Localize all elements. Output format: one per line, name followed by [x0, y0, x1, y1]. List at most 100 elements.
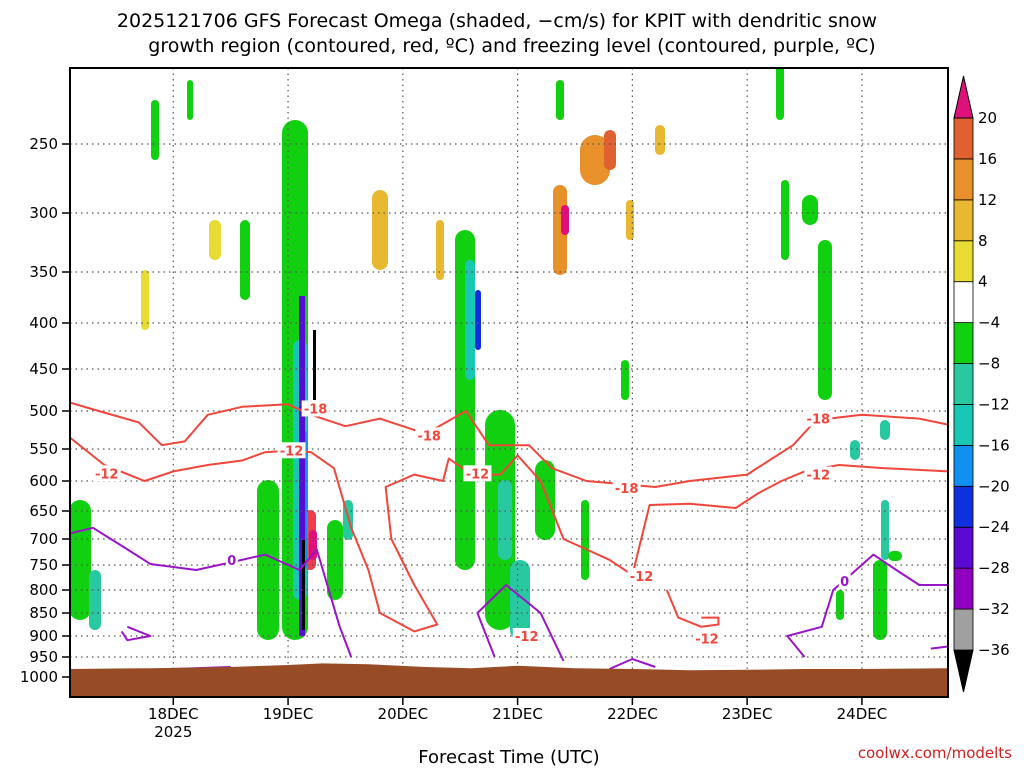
colorbar-segment: [953, 322, 974, 364]
contour-label-bg: [277, 442, 306, 459]
colorbar-extend-low: [953, 649, 974, 693]
omega-blob: [776, 68, 784, 120]
colorbar-label: −4: [978, 314, 1000, 332]
contour-label: -12: [807, 469, 831, 484]
omega-blob: [665, 70, 695, 100]
colorbar-label: 8: [978, 232, 988, 250]
colorbar-segment: [953, 608, 974, 651]
colorbar-segment: [953, 199, 974, 242]
omega-blob: [934, 70, 946, 110]
y-tick-label: 400: [29, 314, 58, 332]
omega-blob: [475, 290, 481, 350]
omega-blob: [141, 270, 149, 330]
omega-blob: [680, 180, 700, 340]
plot-frame: [69, 67, 949, 698]
chart-title-line-1: 2025121706 GFS Forecast Omega (shaded, −…: [117, 10, 877, 32]
y-tick-label: 300: [29, 204, 58, 222]
colorbar-segment: [953, 567, 974, 610]
omega-blob: [465, 260, 475, 380]
contour-label-bg: [512, 628, 541, 644]
omega-blob: [510, 560, 530, 640]
y-tick-label: 650: [29, 502, 58, 520]
y-tick-label: 450: [29, 360, 58, 378]
omega-blob: [928, 210, 942, 430]
omega-blob: [189, 90, 201, 250]
contour-label: -18: [615, 482, 639, 497]
credit-text: coolwx.com/modelts: [858, 744, 1012, 762]
contour-label-bg: [463, 465, 492, 482]
colorbar-segment: [953, 485, 974, 528]
colorbar-label: −16: [978, 436, 1010, 454]
omega-blob: [604, 130, 616, 170]
omega-blob: [187, 80, 193, 120]
y-tick-label: 800: [29, 581, 58, 599]
colorbar-segment: [953, 444, 974, 487]
y-tick-label: 350: [29, 263, 58, 281]
omega-blob: [621, 360, 629, 400]
colorbar-segment: [953, 281, 974, 324]
omega-blob: [561, 205, 569, 235]
colorbar-label: −32: [978, 600, 1010, 618]
omega-blob: [133, 140, 147, 520]
contour-label: -12: [280, 444, 304, 459]
colorbar-label: −12: [978, 395, 1010, 413]
y-tick-label: 250: [29, 135, 58, 153]
y-tick-label: 700: [29, 530, 58, 548]
contour-label-bg: [225, 551, 238, 568]
omega-blob: [323, 160, 337, 240]
y-tick-label: 600: [29, 472, 58, 490]
omega-blob: [405, 360, 435, 480]
omega-blob: [626, 200, 634, 240]
x-tick-sublabel: 2025: [154, 723, 192, 741]
omega-blob: [870, 70, 880, 230]
omega-blob: [850, 440, 860, 460]
terrain-surface: [70, 663, 948, 697]
omega-blob: [151, 100, 159, 160]
colorbar-label: −20: [978, 477, 1010, 495]
omega-blob: [655, 125, 665, 155]
omega-blob: [581, 500, 589, 580]
contour-label-bg: [838, 573, 851, 589]
omega-blob: [89, 570, 101, 630]
contour-label: 0: [227, 554, 236, 569]
contour-label: -12: [630, 570, 654, 585]
y-tick-label: 950: [29, 648, 58, 666]
omega-blob: [323, 310, 337, 490]
omega-blob: [836, 590, 844, 620]
omega-blob: [535, 460, 555, 540]
omega-blob: [97, 80, 113, 280]
contour-label: 0: [840, 575, 849, 590]
omega-blob: [818, 240, 832, 400]
omega-blob: [790, 75, 810, 115]
contour-label-bg: [627, 568, 656, 584]
contour-label: -12: [95, 467, 119, 482]
omega-blob: [713, 70, 727, 110]
omega-blob: [195, 220, 235, 380]
y-axis-ticks: 250 300 350 400 450 500 550 600 650 700 750 800 850 9…: [20, 135, 70, 686]
contour-labels: -12 -18 -12 -18 -12 -18 -12 -12 -12 -18 -12 0 0: [92, 400, 851, 648]
y-tick-label: 500: [29, 402, 58, 420]
y-tick-label: 850: [29, 604, 58, 622]
colorbar-label: −24: [978, 518, 1010, 536]
contour-label-bg: [804, 410, 833, 427]
contour-label: -18: [304, 402, 328, 417]
x-tick-label: 24DEC: [837, 705, 888, 723]
omega-blob: [135, 70, 165, 120]
omega-core: [302, 540, 305, 630]
omega-blob: [240, 220, 250, 300]
y-tick-label: 550: [29, 440, 58, 458]
omega-blob: [397, 120, 413, 300]
omega-blob: [244, 80, 256, 160]
omega-blob: [880, 420, 890, 440]
contour-label: -18: [417, 429, 441, 444]
colorbar-label: −36: [978, 641, 1010, 659]
x-tick-label: 23DEC: [722, 705, 773, 723]
contour-label-bg: [92, 465, 121, 482]
omega-blob: [734, 240, 746, 360]
colorbar-segment: [953, 526, 974, 569]
colorbar-segment: [953, 117, 974, 160]
contour-label-bg: [804, 466, 833, 483]
omega-blob: [888, 551, 902, 561]
